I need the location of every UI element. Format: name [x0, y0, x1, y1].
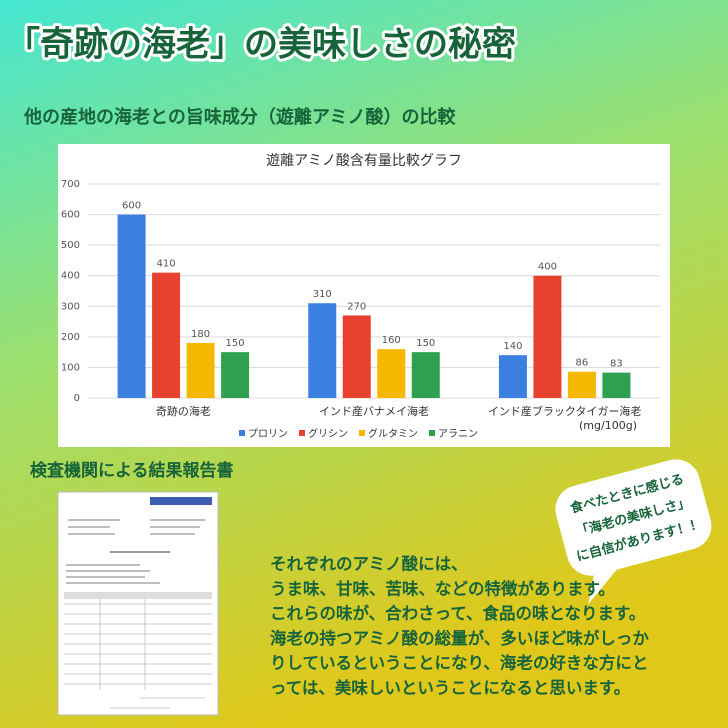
- legend-swatch: [429, 430, 435, 436]
- data-label: 140: [503, 341, 522, 352]
- report-image: [57, 491, 219, 716]
- data-label: 150: [226, 338, 245, 349]
- x-tick-label: インド産ブラックタイガー海老: [488, 404, 642, 418]
- body-line: これらの味が、合わさって、食品の味となります。: [270, 603, 645, 623]
- subtitle: 他の産地の海老との旨味成分（遊離アミノ酸）の比較: [23, 106, 456, 128]
- data-label: 600: [122, 201, 141, 212]
- bar: [567, 371, 596, 398]
- x-tick-label: インド産バナメイ海老: [319, 404, 429, 418]
- legend-label: アラニン: [438, 428, 478, 440]
- legend-swatch: [239, 430, 245, 436]
- y-tick-label: 400: [61, 271, 80, 282]
- chart-title: 遊離アミノ酸含有量比較グラフ: [266, 152, 462, 169]
- data-label: 180: [191, 329, 210, 340]
- data-label: 150: [416, 338, 435, 349]
- y-tick-label: 200: [61, 332, 80, 343]
- report-heading: 検査機関による結果報告書: [30, 460, 234, 481]
- bar: [152, 272, 181, 398]
- bar: [533, 275, 562, 398]
- bar: [308, 303, 337, 398]
- bar: [377, 349, 406, 398]
- bar: [221, 352, 250, 398]
- data-label: 270: [347, 301, 366, 312]
- y-tick-label: 0: [74, 393, 80, 404]
- body-line: それぞれのアミノ酸には、: [270, 554, 468, 574]
- annotation: (mg/100g): [579, 419, 637, 432]
- y-tick-label: 700: [61, 179, 80, 190]
- legend-label: グリシン: [308, 427, 348, 440]
- y-tick-label: 600: [61, 210, 80, 221]
- bar: [498, 355, 527, 398]
- page-title: 「奇跡の海老」の美味しさの秘密: [6, 25, 516, 65]
- data-label: 86: [576, 358, 589, 369]
- bar: [411, 352, 440, 398]
- legend-swatch: [359, 430, 365, 436]
- data-label: 160: [382, 335, 401, 346]
- body-text: それぞれのアミノ酸には、うま味、甘味、苦味、などの特徴があります。これらの味が、…: [270, 554, 649, 698]
- body-line: うま味、甘味、苦味、などの特徴があります。: [270, 578, 615, 598]
- y-tick-label: 300: [61, 301, 80, 312]
- body-line: 海老の持つアミノ酸の総量が、多いほど味がしっか: [270, 628, 649, 648]
- y-tick-label: 100: [61, 362, 80, 373]
- body-line: りしているということになり、海老の好きな方にと: [270, 653, 648, 673]
- data-label: 400: [538, 262, 557, 273]
- data-label: 83: [610, 359, 623, 370]
- legend-swatch: [299, 430, 305, 436]
- bar: [602, 372, 631, 398]
- body-line: っては、美味しいということになると思います。: [270, 678, 630, 698]
- data-label: 410: [157, 259, 176, 270]
- bar: [117, 214, 146, 398]
- bar: [186, 342, 215, 398]
- chart-panel: [58, 144, 670, 447]
- y-tick-label: 500: [61, 240, 80, 251]
- bar: [342, 315, 371, 398]
- legend-label: プロリン: [248, 428, 288, 440]
- x-tick-label: 奇跡の海老: [156, 404, 211, 418]
- chart: 0 100 200 300 400 500 600 700 奇跡の海老 600 410 180 150 イ…: [61, 179, 660, 440]
- legend-label: グルタミン: [368, 427, 418, 440]
- data-label: 310: [313, 289, 332, 300]
